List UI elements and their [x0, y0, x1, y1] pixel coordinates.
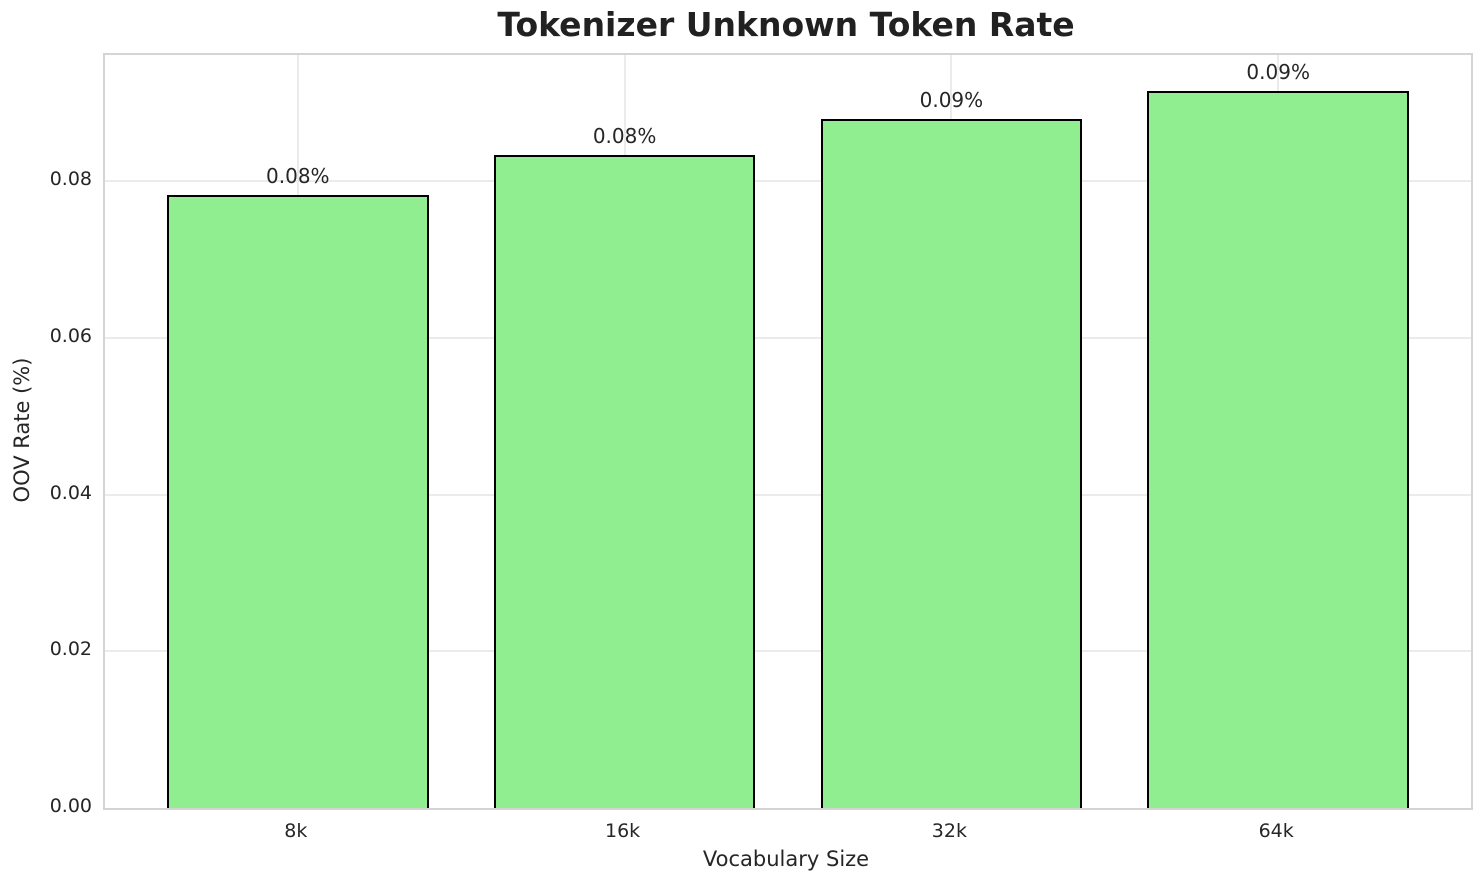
x-tick-label-16k: 16k	[605, 820, 641, 842]
bar-32k	[820, 119, 1083, 808]
bar-value-label-64k: 0.09%	[1246, 60, 1310, 85]
bar-value-label-16k: 0.08%	[592, 123, 657, 148]
h-gridline-0.02	[105, 650, 1471, 653]
y-tick-label-0.06: 0.06	[49, 324, 92, 347]
y-tick-label-0.04: 0.04	[49, 481, 92, 504]
y-axis-label: OOV Rate (%)	[10, 357, 34, 503]
chart-title: Tokenizer Unknown Token Rate	[497, 5, 1075, 44]
h-gridline-0.06	[105, 336, 1471, 339]
x-tick-label-8k: 8k	[284, 820, 308, 842]
x-tick-label-64k: 64k	[1258, 820, 1294, 842]
x-axis-label: Vocabulary Size	[702, 847, 870, 871]
y-tick-label-0.00: 0.00	[49, 795, 92, 817]
x-tick-label-32k: 32k	[931, 820, 967, 842]
h-gridline-0.08	[105, 180, 1471, 183]
bar-64k	[1147, 91, 1409, 808]
bar-value-label-32k: 0.09%	[919, 88, 984, 113]
bar-8k	[167, 195, 429, 808]
bar-value-label-8k: 0.08%	[266, 164, 330, 189]
h-gridline-0.04	[105, 493, 1471, 496]
y-tick-label-0.02: 0.02	[49, 638, 92, 661]
plot-area: 0.08% 0.08% 0.09% 0.09%	[103, 53, 1473, 810]
y-tick-label-0.08: 0.08	[49, 168, 92, 191]
bar-16k	[493, 154, 756, 808]
